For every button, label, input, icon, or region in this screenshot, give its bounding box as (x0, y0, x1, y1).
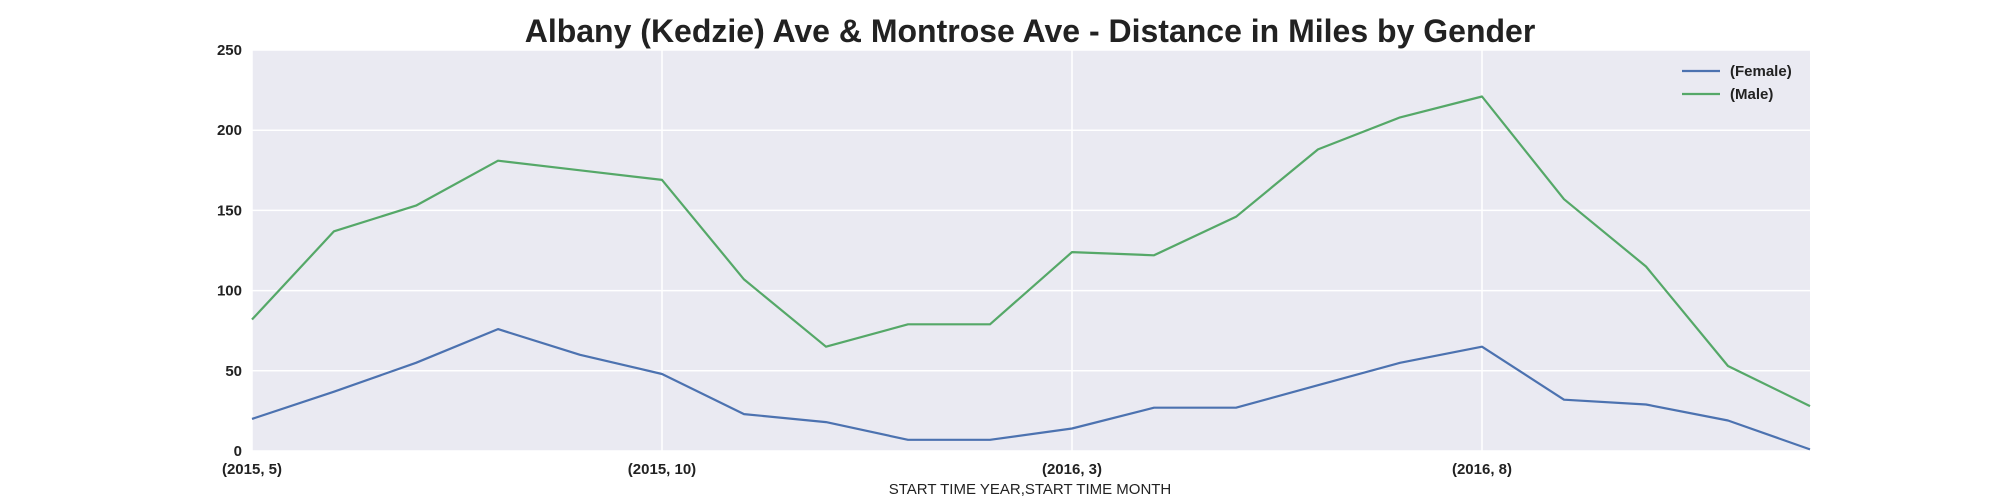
grid (251, 49, 1810, 452)
legend-label: (Female) (1730, 63, 1792, 80)
y-tick-label: 250 (217, 42, 242, 59)
x-tick-label: (2016, 3) (1042, 461, 1102, 478)
y-tick-label: 200 (217, 122, 242, 139)
series-lines (251, 95, 1811, 451)
y-tick-label: 100 (217, 283, 242, 300)
x-axis-label: START TIME YEAR,START TIME MONTH (889, 481, 1172, 498)
y-axis-ticks: 0 50 100 150 200 250 (217, 42, 242, 460)
y-tick-label: 0 (234, 443, 242, 460)
x-tick-label: (2015, 10) (628, 461, 696, 478)
series-line (251, 328, 1811, 451)
x-tick-label: (2015, 5) (222, 461, 282, 478)
x-tick-label: (2016, 8) (1452, 461, 1512, 478)
series-line (251, 95, 1811, 408)
y-tick-label: 50 (225, 363, 242, 380)
legend-label: (Male) (1730, 86, 1773, 103)
plot-area (252, 50, 1810, 451)
chart-title: Albany (Kedzie) Ave & Montrose Ave - Dis… (525, 13, 1536, 49)
legend: (Female) (Male) (1682, 63, 1792, 103)
y-tick-label: 150 (217, 202, 242, 219)
x-axis-ticks: (2015, 5) (2015, 10) (2016, 3) (2016, 8) (222, 461, 1512, 478)
